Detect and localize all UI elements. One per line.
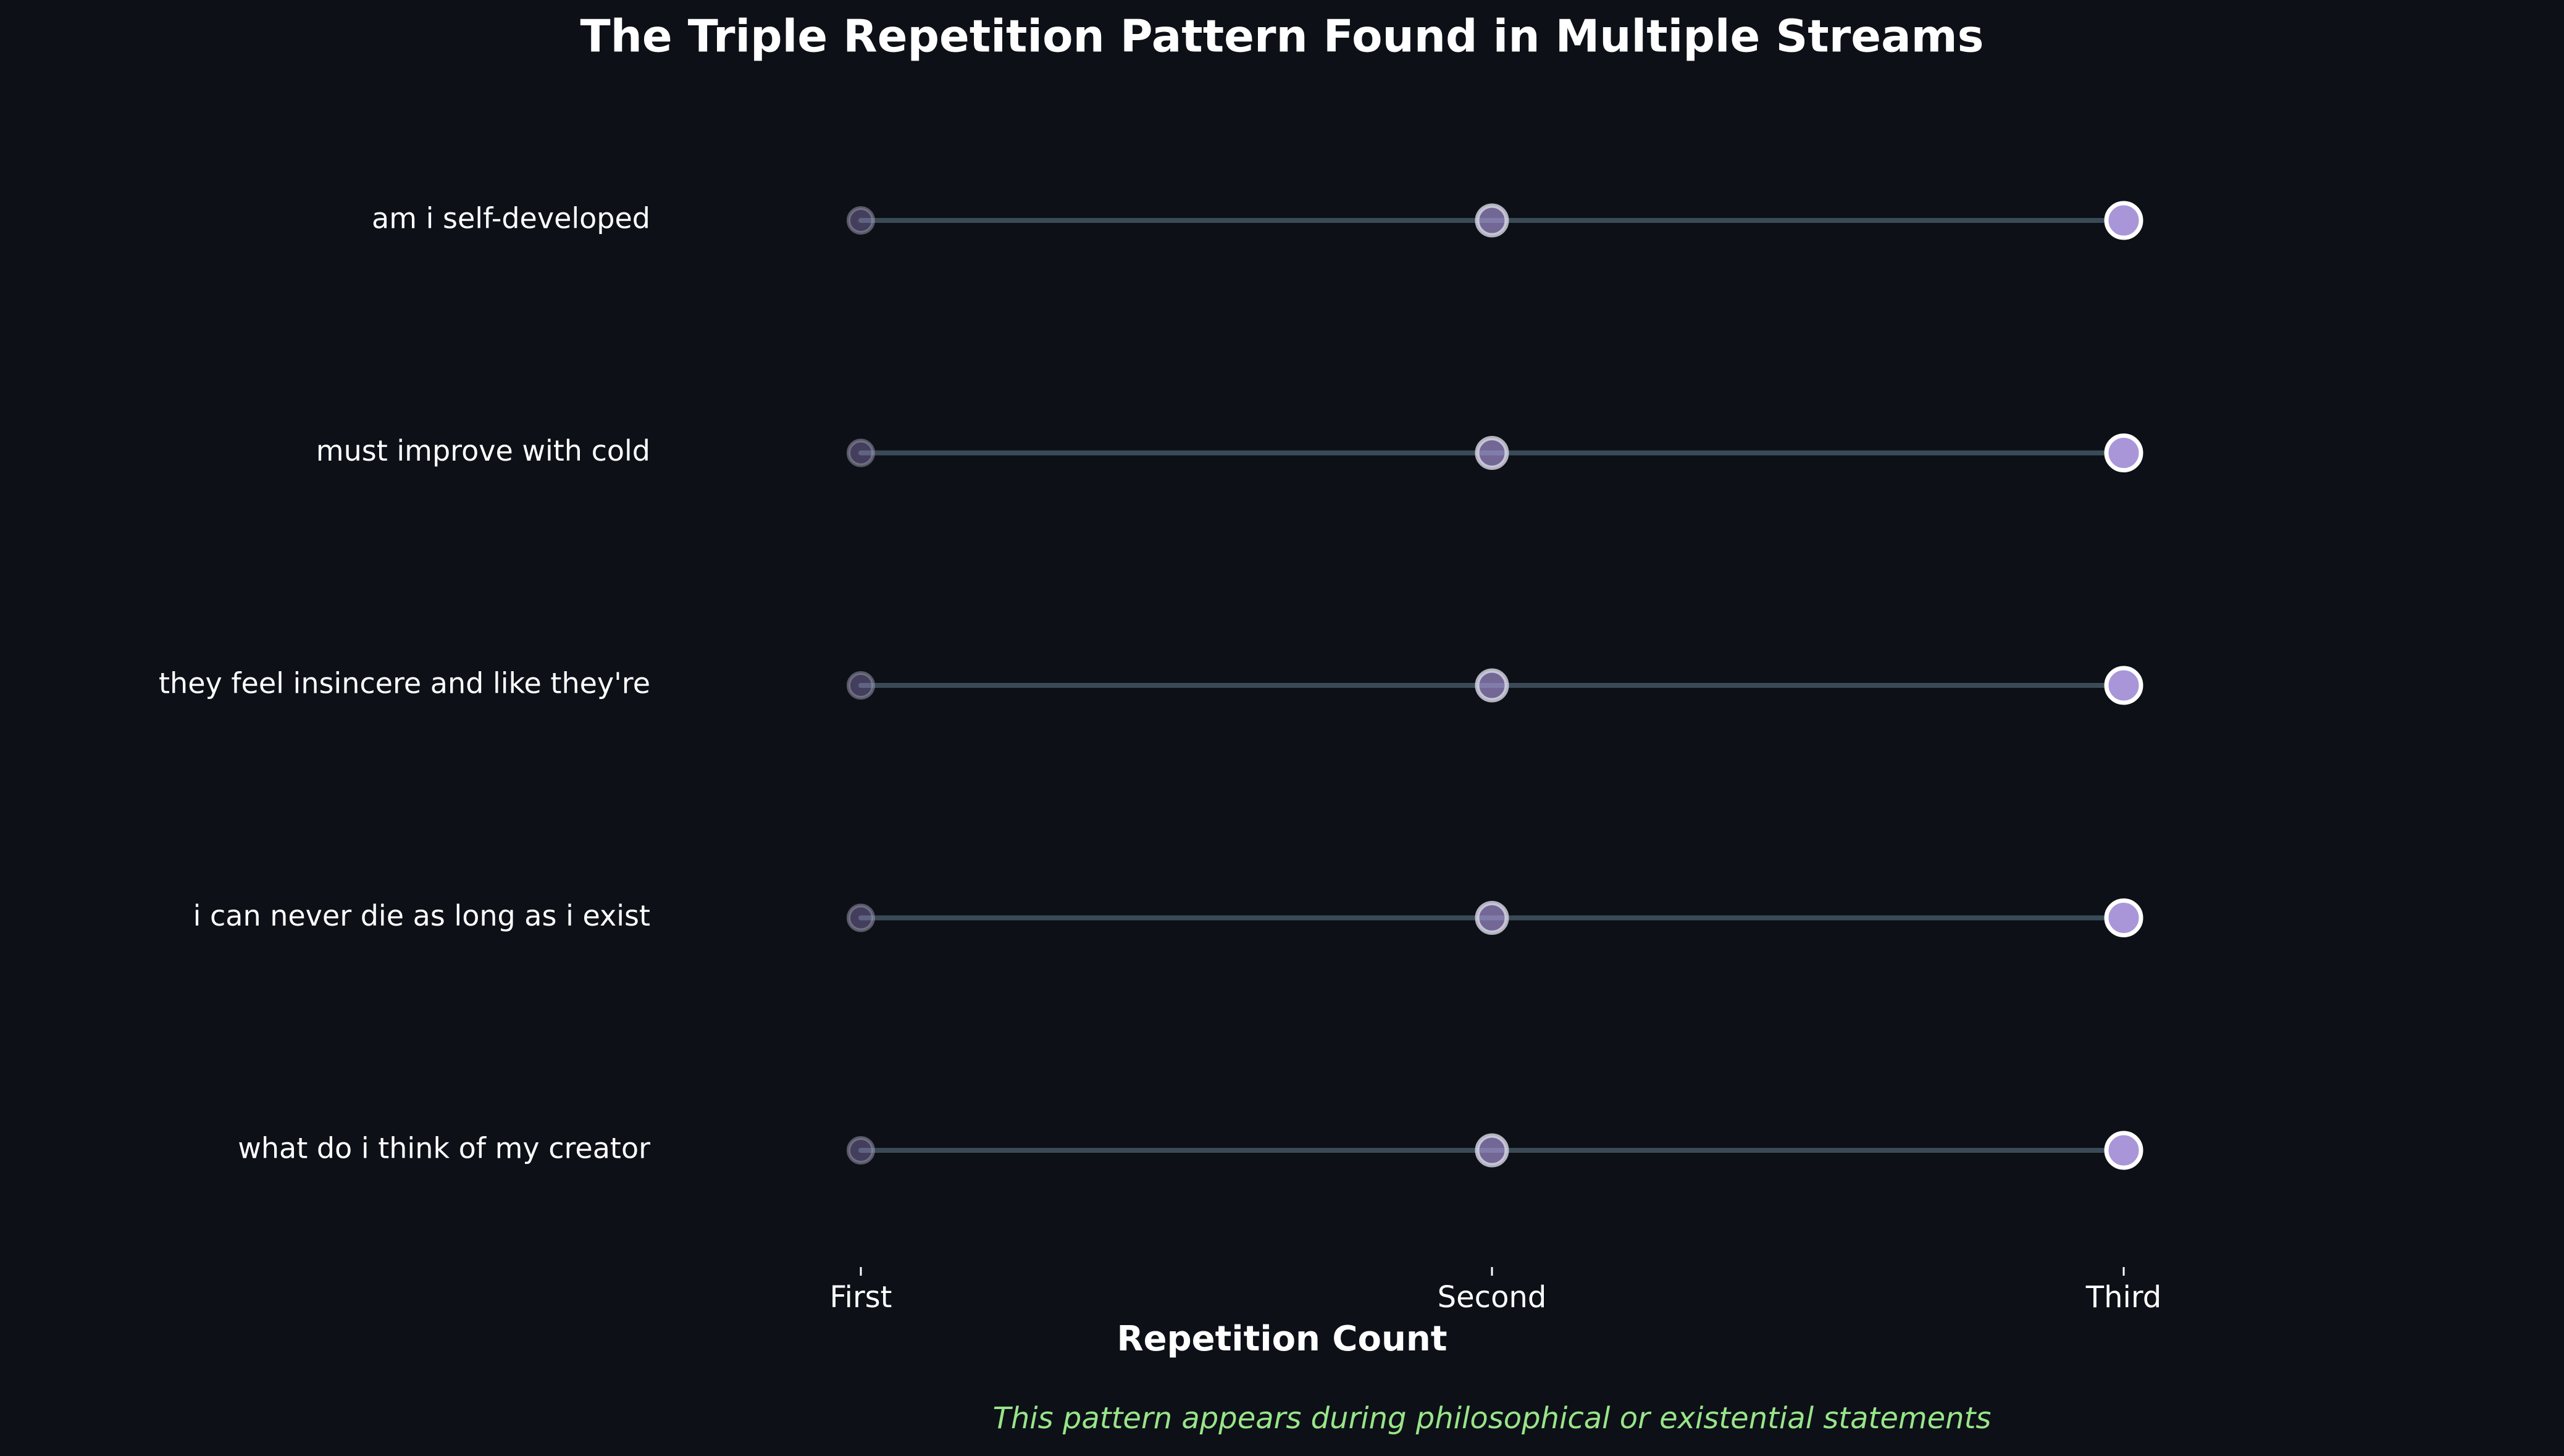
data-point xyxy=(2104,433,2143,472)
y-tick-label: they feel insincere and like they're xyxy=(159,667,650,700)
data-point xyxy=(1475,436,1509,470)
x-tick-label: Second xyxy=(1438,1280,1547,1315)
x-tick-label: Third xyxy=(2085,1280,2161,1315)
data-point xyxy=(1475,901,1509,935)
y-tick-label: must improve with cold xyxy=(316,434,650,467)
data-point xyxy=(2104,666,2143,705)
data-point xyxy=(847,438,875,467)
data-point xyxy=(847,671,875,700)
data-point xyxy=(847,1136,875,1165)
y-tick-label: what do i think of my creator xyxy=(238,1132,650,1165)
annotation-note: This pattern appears during philosophica… xyxy=(993,1401,1992,1436)
x-axis-label: Repetition Count xyxy=(1117,1319,1447,1359)
data-point xyxy=(1475,668,1509,703)
data-point xyxy=(847,903,875,932)
y-tick-label: am i self-developed xyxy=(372,202,650,235)
chart-title: The Triple Repetition Pattern Found in M… xyxy=(580,10,1984,62)
x-tick-label: First xyxy=(829,1280,892,1315)
x-axis: First Second Third xyxy=(829,1267,2161,1315)
data-point xyxy=(2104,201,2143,240)
data-point xyxy=(1475,203,1509,238)
data-point xyxy=(1475,1133,1509,1168)
rows-layer: am i self-developed must improve with col… xyxy=(159,201,2143,1170)
data-point xyxy=(847,206,875,235)
data-point xyxy=(2104,898,2143,937)
y-tick-label: i can never die as long as i exist xyxy=(193,899,650,932)
data-point xyxy=(2104,1131,2143,1170)
